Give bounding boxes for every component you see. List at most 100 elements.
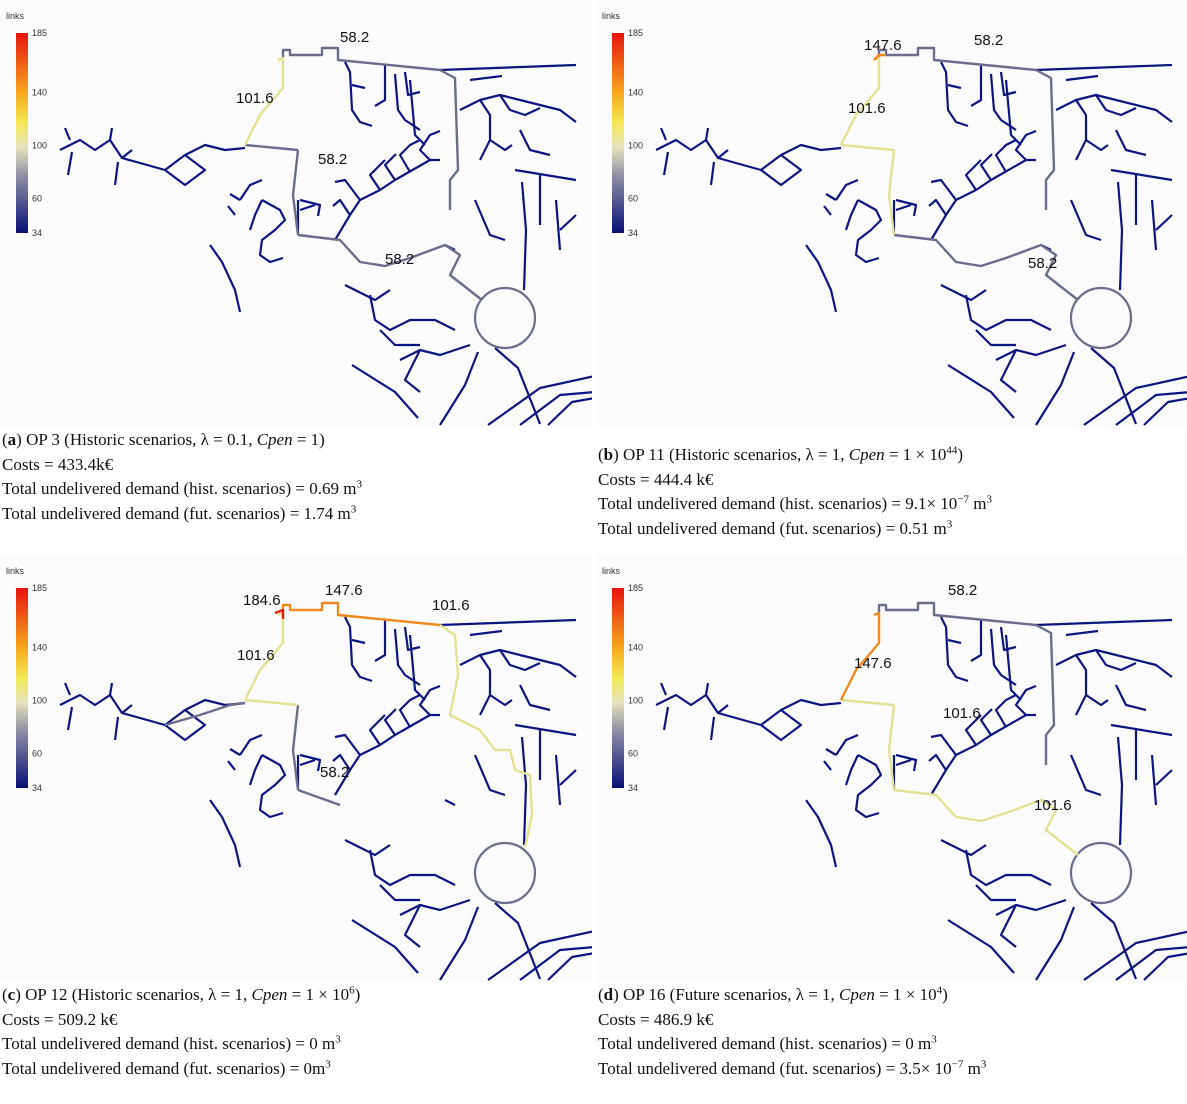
caption-text: 3 <box>987 493 993 505</box>
caption-text: 3 <box>981 1058 987 1070</box>
caption: (a) OP 3 (Historic scenarios, λ = 0.1, C… <box>2 428 362 526</box>
caption-line: Costs = 444.4 k€ <box>598 468 992 493</box>
network-map: links1851401006034147.658.2101.658.2 <box>596 0 1187 427</box>
caption-text: 3 <box>931 1033 937 1045</box>
colorbar-tick-label: 185 <box>628 28 643 38</box>
pipe-label: 101.6 <box>943 705 981 722</box>
caption-line: (d) OP 16 (Future scenarios, λ = 1, Cpen… <box>598 983 986 1008</box>
pipe-label: 147.6 <box>325 582 363 599</box>
caption-line: (a) OP 3 (Historic scenarios, λ = 0.1, C… <box>2 428 362 453</box>
caption-text: ) OP 12 (Historic scenarios, λ = 1, <box>15 985 251 1004</box>
colorbar-tick-label: 185 <box>32 28 47 38</box>
caption-text: −7 <box>957 493 969 505</box>
colorbar <box>16 33 28 233</box>
colorbar-title: links <box>602 566 621 576</box>
colorbar-tick-label: 34 <box>628 228 638 238</box>
colorbar-tick-label: 100 <box>628 141 643 151</box>
colorbar-tick-label: 100 <box>32 696 47 706</box>
caption-text: Total undelivered demand (hist. scenario… <box>598 1034 931 1053</box>
colorbar-tick-label: 140 <box>32 643 47 653</box>
caption-text: Total undelivered demand (hist. scenario… <box>598 494 957 513</box>
caption-text: ) OP 16 (Future scenarios, λ = 1, <box>613 985 839 1004</box>
colorbar-tick-label: 140 <box>628 88 643 98</box>
pipe-label: 101.6 <box>236 90 274 107</box>
network-map: links 185 140 100 60 34 184.6 147.6 101.6 101.6 58… <box>0 555 592 982</box>
pipe-label: 101.6 <box>1034 797 1072 814</box>
colorbar <box>612 588 624 788</box>
caption-text: = 1) <box>293 430 325 449</box>
caption: (b) OP 11 (Historic scenarios, λ = 1, Cp… <box>598 443 992 541</box>
pipe-label: 101.6 <box>237 647 275 664</box>
caption-line: Total undelivered demand (hist. scenario… <box>2 477 362 502</box>
caption-line: (b) OP 11 (Historic scenarios, λ = 1, Cp… <box>598 443 992 468</box>
caption-text: b <box>604 445 613 464</box>
caption-text: 44 <box>946 444 957 456</box>
caption-text: Total undelivered demand (fut. scenarios… <box>598 519 947 538</box>
caption-text: Cpen <box>252 985 288 1004</box>
colorbar-tick-label: 60 <box>32 194 42 204</box>
caption-text: ) <box>942 985 948 1004</box>
caption-text: Costs = 444.4 k€ <box>598 470 713 489</box>
colorbar-tick-label: 60 <box>628 194 638 204</box>
pipe-label: 184.6 <box>243 592 281 609</box>
figure-panel: links1851401006034147.658.2101.658.2 <box>596 0 1187 427</box>
caption-line: Costs = 509.2 k€ <box>2 1008 360 1033</box>
caption-line: Costs = 486.9 k€ <box>598 1008 986 1033</box>
colorbar-tick-label: 60 <box>628 749 638 759</box>
caption-line: (c) OP 12 (Historic scenarios, λ = 1, Cp… <box>2 983 360 1008</box>
caption-line: Total undelivered demand (fut. scenarios… <box>2 1057 360 1082</box>
caption-text: m <box>969 494 986 513</box>
caption-text: ) <box>355 985 361 1004</box>
caption-line: Total undelivered demand (hist. scenario… <box>2 1032 360 1057</box>
caption-text: 3 <box>356 478 362 490</box>
caption-line: Total undelivered demand (fut. scenarios… <box>2 502 362 527</box>
caption: (d) OP 16 (Future scenarios, λ = 1, Cpen… <box>598 983 986 1081</box>
caption-text: = 1 × 10 <box>287 985 349 1004</box>
network-map: links185140100603458.2147.6101.6101.6 <box>596 555 1187 982</box>
caption: (c) OP 12 (Historic scenarios, λ = 1, Cp… <box>2 983 360 1081</box>
caption-line: Total undelivered demand (hist. scenario… <box>598 492 992 517</box>
caption-text: Total undelivered demand (fut. scenarios… <box>598 1059 952 1078</box>
colorbar-tick-label: 34 <box>32 783 42 793</box>
caption-text: 3 <box>351 503 357 515</box>
colorbar-tick-label: 185 <box>628 583 643 593</box>
pipe-label: 58.2 <box>318 151 347 168</box>
caption-text: Cpen <box>257 430 293 449</box>
colorbar-title: links <box>6 566 25 576</box>
caption-text: Total undelivered demand (fut. scenarios… <box>2 1059 325 1078</box>
colorbar-tick-label: 60 <box>32 749 42 759</box>
pipe-label: 58.2 <box>385 251 414 268</box>
caption-text: d <box>604 985 613 1004</box>
caption-text: Costs = 486.9 k€ <box>598 1010 713 1029</box>
caption-text: Total undelivered demand (hist. scenario… <box>2 479 356 498</box>
colorbar-title: links <box>6 11 25 21</box>
network-map: links1851401006034101.658.258.258.2 <box>0 0 592 427</box>
caption-line: Total undelivered demand (fut. scenarios… <box>598 1057 986 1082</box>
caption-text: a <box>8 430 17 449</box>
caption-text: = 1 × 10 <box>885 445 947 464</box>
figure-panel: links 185 140 100 60 34 184.6 147.6 101.6 101.6 58… <box>0 555 592 982</box>
pipe-label: 58.2 <box>974 32 1003 49</box>
pipe-label: 147.6 <box>864 37 902 54</box>
caption-line: Total undelivered demand (fut. scenarios… <box>598 517 992 542</box>
caption-text: 3 <box>325 1058 331 1070</box>
caption-text: ) OP 3 (Historic scenarios, λ = 0.1, <box>16 430 257 449</box>
caption-text: ) OP 11 (Historic scenarios, λ = 1, <box>613 445 849 464</box>
colorbar <box>612 33 624 233</box>
colorbar-tick-label: 34 <box>628 783 638 793</box>
caption-line: Costs = 433.4k€ <box>2 453 362 478</box>
caption-text: Total undelivered demand (hist. scenario… <box>2 1034 335 1053</box>
pipe-label: 58.2 <box>320 764 349 781</box>
caption-text: m <box>963 1059 980 1078</box>
caption-line: Total undelivered demand (hist. scenario… <box>598 1032 986 1057</box>
colorbar-tick-label: 100 <box>628 696 643 706</box>
figure-panel: links1851401006034101.658.258.258.2 <box>0 0 592 427</box>
colorbar-tick-label: 140 <box>628 643 643 653</box>
colorbar <box>16 588 28 788</box>
colorbar-tick-label: 140 <box>32 88 47 98</box>
caption-text: = 1 × 10 <box>875 985 937 1004</box>
pipe-label: 101.6 <box>432 597 470 614</box>
colorbar-tick-label: 185 <box>32 583 47 593</box>
colorbar-tick-label: 100 <box>32 141 47 151</box>
